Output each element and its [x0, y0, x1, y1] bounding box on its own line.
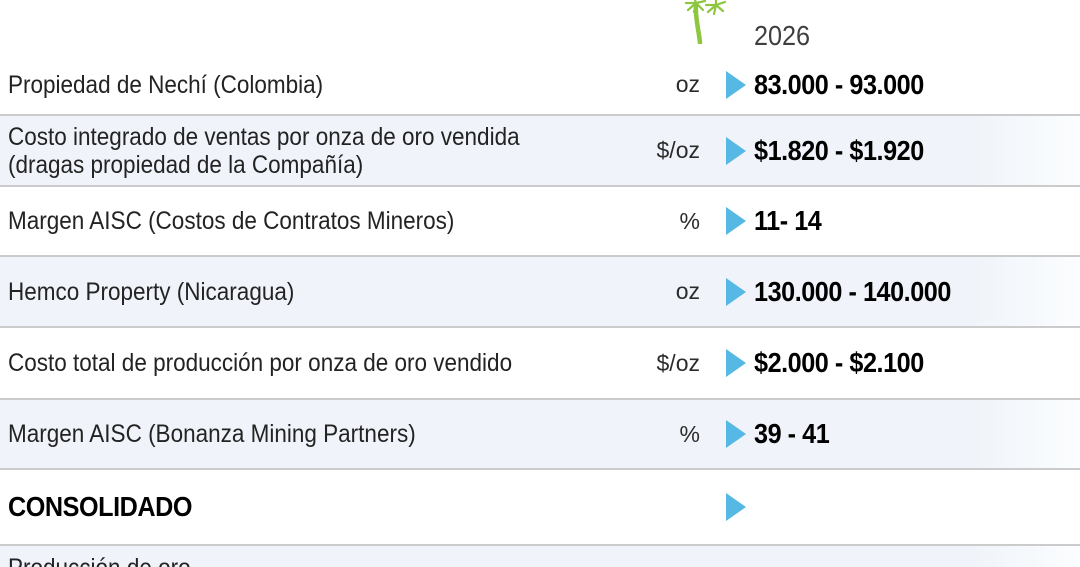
table-row-partial: Producción de oro — [0, 546, 1080, 567]
table-header: 2026 — [0, 0, 1080, 55]
row-value: 39 - 41 — [754, 418, 830, 449]
row-unit: $/oz — [656, 137, 700, 163]
row-label: Costo integrado de ventas por onza de or… — [8, 122, 520, 151]
row-value: 11- 14 — [754, 205, 822, 236]
row-unit: oz — [675, 278, 700, 304]
row-label: Propiedad de Nechí (Colombia) — [8, 70, 324, 99]
table-row: Hemco Property (Nicaragua) oz 130.000 - … — [0, 257, 1080, 328]
row-label: Margen AISC (Bonanza Mining Partners) — [8, 420, 416, 448]
row-unit: % — [679, 420, 700, 447]
row-value: $2.000 - $2.100 — [754, 347, 924, 378]
section-row: CONSOLIDADO — [0, 470, 1080, 546]
arrow-icon — [726, 207, 746, 235]
arrow-icon — [726, 349, 746, 377]
arrow-icon — [726, 70, 746, 99]
row-label: Producción de oro — [8, 554, 191, 567]
row-label: Margen AISC (Costos de Contratos Mineros… — [8, 207, 455, 235]
table-row: Propiedad de Nechí (Colombia) oz 83.000 … — [0, 55, 1080, 116]
row-label: Costo total de producción por onza de or… — [8, 349, 513, 377]
table-row: Costo total de producción por onza de or… — [0, 328, 1080, 400]
section-title: CONSOLIDADO — [8, 490, 193, 522]
table-row: Costo integrado de ventas por onza de or… — [0, 116, 1080, 187]
plant-sprig-icon — [684, 0, 727, 44]
row-value: 130.000 - 140.000 — [754, 275, 951, 307]
year-header: 2026 — [754, 20, 811, 51]
row-unit: oz — [675, 71, 700, 97]
row-unit: $/oz — [656, 349, 700, 376]
row-value: 83.000 - 93.000 — [754, 68, 924, 100]
arrow-icon — [726, 277, 746, 306]
row-label-line2: (dragas propiedad de la Compañía) — [8, 150, 364, 179]
arrow-icon — [726, 493, 746, 521]
row-label: Hemco Property (Nicaragua) — [8, 277, 295, 306]
table-row: Margen AISC (Bonanza Mining Partners) % … — [0, 400, 1080, 470]
row-unit: % — [679, 207, 700, 234]
arrow-icon — [726, 136, 746, 165]
table-row: Margen AISC (Costos de Contratos Mineros… — [0, 187, 1080, 257]
arrow-icon — [726, 420, 746, 448]
row-value: $1.820 - $1.920 — [754, 134, 924, 166]
